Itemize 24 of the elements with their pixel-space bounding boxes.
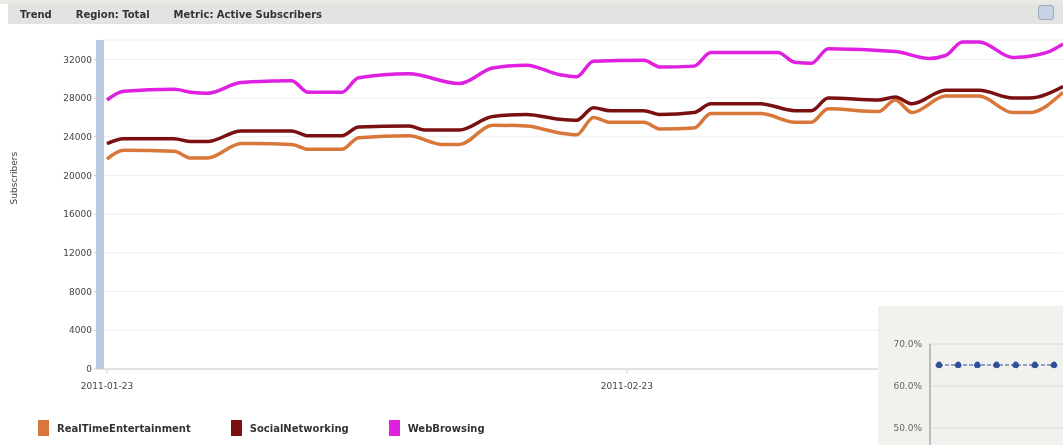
y-axis-title: Subscribers xyxy=(9,151,20,205)
x-tick-label: 2011-02-23 xyxy=(600,381,654,392)
y-tick-label: 12000 xyxy=(63,248,93,259)
chart-title: Trend xyxy=(20,8,52,20)
y-tick-label: 70.0% xyxy=(893,339,923,350)
y-tick-label: 24000 xyxy=(63,131,93,142)
y-tick-label: 50.0% xyxy=(893,423,923,434)
line-series xyxy=(105,84,1063,146)
y-tick-label: 32000 xyxy=(63,54,93,65)
y-tick-label: 20000 xyxy=(63,170,93,181)
y-tick-label: 60.0% xyxy=(893,381,923,392)
legend-label: RealTimeEntertainment xyxy=(57,422,191,434)
y-tick-label: 16000 xyxy=(63,209,93,220)
y-tick-label: 28000 xyxy=(63,93,93,104)
y-tick-label: 4000 xyxy=(69,325,93,336)
line-series xyxy=(105,40,1063,102)
y-tick-label: 8000 xyxy=(69,286,93,297)
x-tick-label: 2011-01-23 xyxy=(80,381,134,392)
legend-label: WebBrowsing xyxy=(407,422,485,434)
text: Region: Total xyxy=(75,8,150,20)
y-tick-label: 0 xyxy=(86,364,93,375)
text: Metric: Active Subscribers xyxy=(173,8,323,20)
line-series xyxy=(105,90,1063,161)
legend-label: SocialNetworking xyxy=(249,422,349,434)
